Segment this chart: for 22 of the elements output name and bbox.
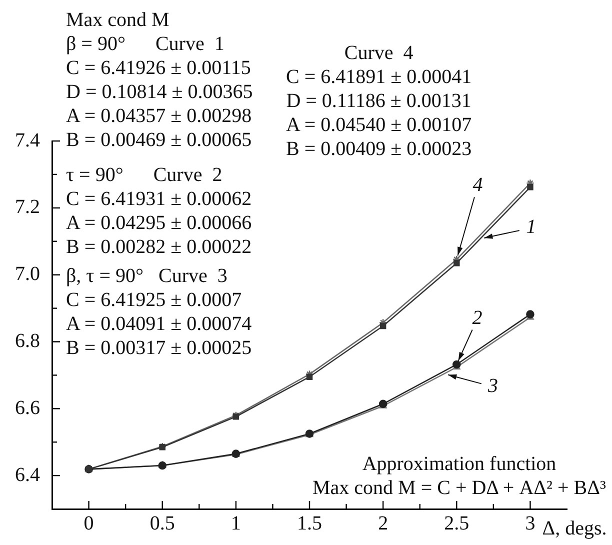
x-tick-label: 2 [378, 512, 388, 534]
x-tick-label: 3 [525, 512, 536, 534]
series-label: 2 [472, 307, 482, 330]
series-label: 3 [487, 375, 498, 398]
x-axis-title: Δ, degs. [542, 517, 607, 540]
x-tick-label: 1 [230, 512, 241, 534]
series-label: 4 [472, 174, 483, 196]
annotation: β, τ = 90° Curve 3 C = 6.41925 ± 0.0007 A = 0.04091 ± 0.00074 B = 0.00317 ± 0.00025 [66, 264, 252, 360]
annotation: Curve 4 C = 6.41891 ± 0.00041 D = 0.11186 ± 0.00131 A = 0.04540 ± 0.00107 B = 0.00409 ± 0.00023 [286, 41, 472, 161]
annotation: Max cond M β = 90° Curve 1 C = 6.41926 ± 0.00115 D = 0.10814 ± 0.00365 A = 0.04357 ± 0.00298 B = 0.00469 ± 0.00065 [66, 8, 253, 152]
y-tick-label: 7.2 [15, 196, 40, 218]
annotation: Approximation function Max cond M = C + DΔ + AΔ² + BΔ³ [312, 452, 606, 500]
y-tick-label: 6.4 [15, 464, 40, 486]
y-tick-label: 7.0 [15, 263, 40, 286]
y-tick-label: 6.6 [15, 396, 40, 419]
x-tick-label: 1.5 [297, 512, 322, 534]
series-label: 1 [526, 216, 536, 238]
y-tick-label: 6.8 [15, 330, 40, 352]
y-tick-label: 7.4 [15, 129, 40, 152]
x-tick-label: 2.5 [444, 512, 470, 534]
x-tick-label: 0.5 [150, 512, 175, 534]
x-tick-label: 0 [84, 512, 94, 534]
